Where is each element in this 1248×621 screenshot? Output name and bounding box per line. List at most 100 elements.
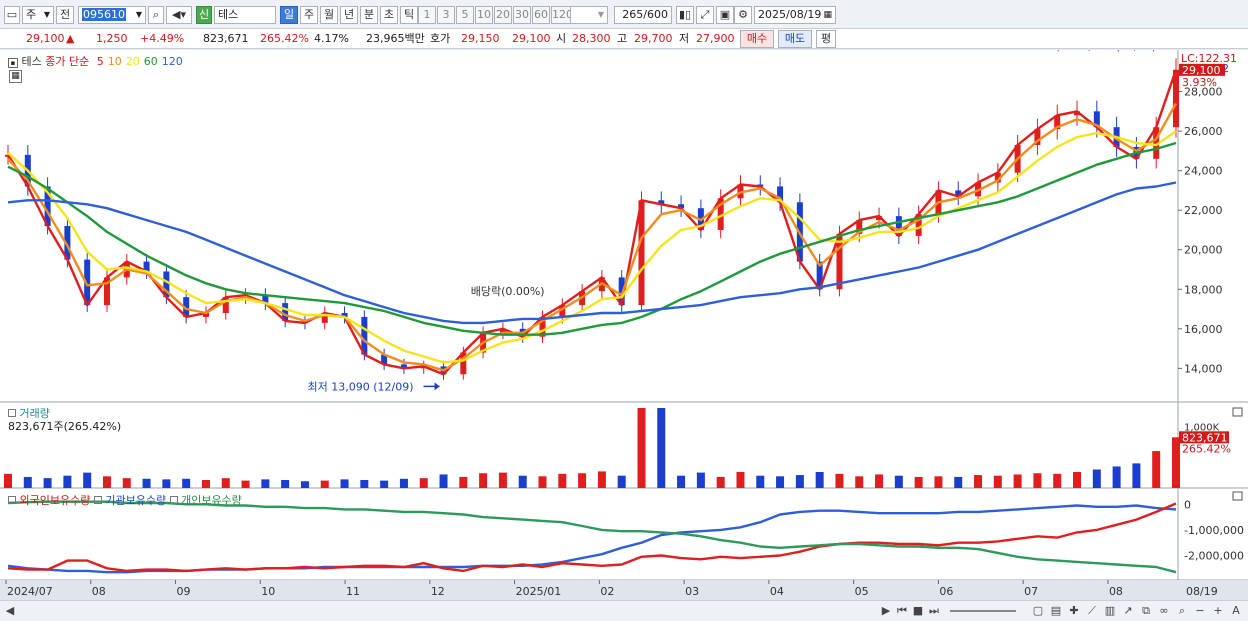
date-field[interactable]: 2025/08/19 ▦	[754, 6, 836, 24]
indicator-icon[interactable]: ▦	[9, 70, 22, 83]
interval-button[interactable]: 1	[418, 6, 436, 24]
x-tick-label: 2024/07	[7, 585, 53, 598]
layout-icon[interactable]: ▢	[1032, 604, 1044, 617]
speaker-icon[interactable]: ◀▾	[166, 6, 192, 24]
line-tool-icon[interactable]: ↗	[1123, 604, 1133, 617]
turnover-rate: 4.17%	[314, 32, 349, 45]
crosshair-icon[interactable]: ✚	[1069, 604, 1079, 617]
holding-line	[7, 502, 1177, 573]
chart-svg[interactable]: 14,000 16,000 18,000 20,000 22,000 24,000 26,0…	[0, 50, 1248, 605]
volume-ratio: 265.42%	[260, 32, 309, 45]
scroll-right-icon[interactable]: ▶	[881, 604, 891, 617]
interval-button[interactable]: 5	[456, 6, 474, 24]
volume-bar	[419, 478, 428, 488]
volume-bar	[201, 480, 210, 488]
price-change: 1,250	[96, 32, 128, 45]
zoom-icon[interactable]: ⌕	[1178, 604, 1186, 617]
candle-body	[539, 316, 546, 337]
trade-amount: 23,965백만	[366, 32, 425, 45]
legend-icon	[8, 496, 16, 504]
candle-body	[262, 295, 269, 304]
candle-body	[1054, 115, 1061, 130]
trend-icon[interactable]: ⟋	[1088, 604, 1096, 617]
scroll-left-icon[interactable]: ◀	[5, 604, 15, 617]
volume-bar	[815, 472, 824, 488]
volume-bar	[914, 476, 923, 488]
stock-name-field[interactable]: 테스	[214, 6, 276, 24]
candle-body	[777, 186, 784, 203]
window-icon[interactable]: ▭	[4, 6, 20, 24]
x-tick-label: 06	[939, 585, 953, 598]
holding-tick-label: -1,000,000	[1184, 524, 1244, 537]
interval-button[interactable]: 30	[513, 6, 531, 24]
period-tab[interactable]: 일	[280, 6, 298, 24]
type-select[interactable]: 주 ▼	[22, 6, 54, 24]
last-volume-box	[1179, 431, 1229, 444]
link-icon[interactable]: ∞	[1159, 604, 1169, 617]
last-price-box	[1179, 63, 1225, 76]
volume-bar	[102, 476, 111, 488]
interval-button[interactable]: 10	[475, 6, 493, 24]
candle-body	[202, 312, 209, 317]
dividend-annotation: 배당락(0.00%)	[471, 285, 545, 298]
copy-icon[interactable]: ⧉	[1142, 604, 1150, 617]
period-tab[interactable]: 틱	[400, 6, 418, 24]
chart-area: 14,000 16,000 18,000 20,000 22,000 24,000 26,0…	[0, 50, 1248, 605]
period-tab[interactable]: 월	[320, 6, 338, 24]
period-tab[interactable]: 주	[300, 6, 318, 24]
volume-bar	[23, 476, 32, 488]
prev-button[interactable]: 전	[56, 6, 74, 24]
legend-icon	[93, 496, 102, 504]
x-tick-label: 02	[600, 585, 614, 598]
candle-body	[1093, 111, 1100, 128]
buy-button[interactable]: 매수	[740, 30, 774, 48]
sell-button[interactable]: 매도	[778, 30, 812, 48]
compare-icon[interactable]: ▤	[1050, 604, 1062, 617]
interval-input[interactable]: ▼	[570, 6, 608, 24]
new-listing-badge: 신	[196, 6, 212, 24]
zoom-slider[interactable]	[950, 610, 1016, 612]
period-tab[interactable]: 분	[360, 6, 378, 24]
y-tick-label: 20,000	[1184, 244, 1223, 257]
interval-button[interactable]: 20	[494, 6, 512, 24]
low-label: 저	[679, 32, 690, 45]
drawing-tool-icon[interactable]: ⤢	[696, 6, 714, 24]
x-tick-label: 05	[855, 585, 869, 598]
eval-button[interactable]: 평	[816, 30, 836, 48]
candle-body	[400, 364, 407, 369]
high-annotation: 최고 29,700 (08/19)	[1050, 50, 1156, 53]
stock-code-input[interactable]: 095610 ▼	[78, 6, 146, 24]
candle-type-icon[interactable]: ▮▯	[676, 6, 694, 24]
zoom-in-icon[interactable]: +	[1213, 604, 1223, 617]
candle-body	[955, 190, 962, 197]
stop-icon[interactable]: ■	[912, 604, 924, 617]
holdings-legend: 외국인보유수량 기관보유수량 개인보유수량	[8, 492, 242, 508]
y-axis-background	[1178, 50, 1248, 605]
candle-body	[84, 259, 91, 306]
period-tab[interactable]: 년	[340, 6, 358, 24]
interval-button[interactable]: 60	[532, 6, 550, 24]
volume-bar	[657, 408, 666, 488]
candle-body	[282, 303, 289, 321]
candle-body	[321, 312, 328, 323]
candle-body	[1034, 129, 1041, 145]
font-size-icon[interactable]: A	[1232, 604, 1240, 617]
x-end-date: 08/19	[1186, 585, 1218, 598]
volume-bar	[4, 473, 12, 488]
save-icon[interactable]: ▣	[716, 6, 734, 24]
count-field[interactable]: 265/600	[614, 6, 672, 24]
volume-bar	[974, 475, 983, 488]
interval-button[interactable]: 3	[437, 6, 455, 24]
search-icon[interactable]: ⌕	[148, 6, 164, 24]
x-tick-label: 03	[685, 585, 699, 598]
period-tab[interactable]: 초	[380, 6, 398, 24]
zoom-out-icon[interactable]: −	[1195, 604, 1205, 617]
volume-bar	[538, 476, 547, 488]
rewind-icon[interactable]: ⏮	[897, 604, 907, 617]
volume-bar	[875, 474, 884, 488]
forward-icon[interactable]: ⏭	[929, 604, 939, 617]
gear-icon[interactable]: ⚙	[734, 6, 752, 24]
ask-price-1: 29,150	[461, 32, 500, 45]
volume-bar	[241, 480, 250, 488]
chart-type-icon[interactable]: ▥	[1104, 604, 1116, 617]
